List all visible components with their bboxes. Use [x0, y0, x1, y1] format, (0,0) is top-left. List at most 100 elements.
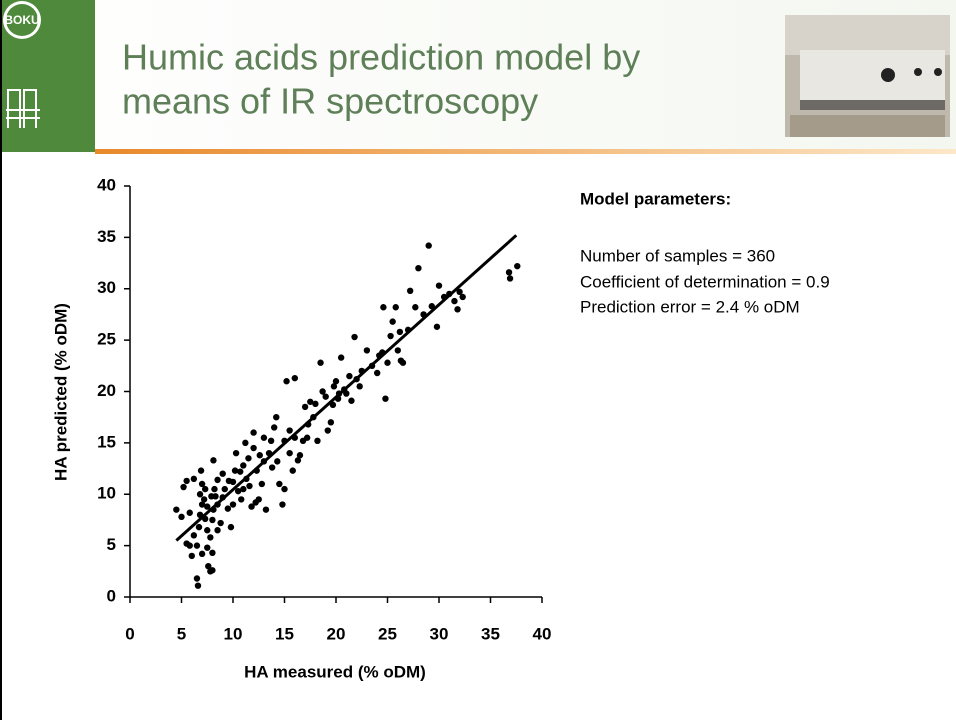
point — [395, 347, 401, 353]
point — [356, 383, 362, 389]
point — [310, 414, 316, 420]
point — [217, 520, 223, 526]
point — [214, 477, 220, 483]
point — [314, 438, 320, 444]
point — [202, 516, 208, 522]
point — [268, 438, 274, 444]
point — [199, 551, 205, 557]
point — [246, 483, 252, 489]
point — [195, 582, 201, 588]
y-tick-label: 35 — [97, 227, 116, 246]
point — [323, 393, 329, 399]
point — [180, 484, 186, 490]
point — [412, 304, 418, 310]
point — [269, 464, 275, 470]
y-tick-label: 5 — [107, 535, 116, 554]
point — [387, 333, 393, 339]
x-tick-label: 35 — [481, 624, 500, 643]
point — [243, 476, 249, 482]
y-tick-label: 20 — [97, 381, 116, 400]
point — [214, 501, 220, 507]
point — [393, 304, 399, 310]
point — [250, 429, 256, 435]
point — [194, 575, 200, 581]
point — [194, 542, 200, 548]
point — [434, 324, 440, 330]
point — [250, 445, 256, 451]
point — [330, 402, 336, 408]
y-tick-label: 0 — [107, 586, 116, 605]
point — [304, 435, 310, 441]
point — [198, 467, 204, 473]
point — [382, 395, 388, 401]
x-tick-label: 5 — [177, 624, 186, 643]
point — [226, 478, 232, 484]
point — [346, 373, 352, 379]
x-tick-label: 15 — [275, 624, 294, 643]
params-line: Number of samples = 360 — [580, 246, 775, 265]
point — [317, 360, 323, 366]
point — [237, 468, 243, 474]
photo — [785, 15, 950, 137]
point — [281, 486, 287, 492]
point — [197, 491, 203, 497]
point — [343, 390, 349, 396]
point — [220, 471, 226, 477]
y-tick-label: 40 — [97, 175, 116, 194]
y-tick-label: 10 — [97, 484, 116, 503]
point — [276, 481, 282, 487]
point — [225, 505, 231, 511]
point — [238, 496, 244, 502]
point — [426, 242, 432, 248]
point — [420, 311, 426, 317]
point — [263, 506, 269, 512]
point — [273, 414, 279, 420]
point — [514, 263, 520, 269]
point — [196, 524, 202, 530]
point — [380, 304, 386, 310]
x-tick-label: 25 — [378, 624, 397, 643]
point — [446, 291, 452, 297]
point — [279, 501, 285, 507]
point — [233, 450, 239, 456]
point — [183, 478, 189, 484]
point — [333, 378, 339, 384]
x-tick-label: 20 — [327, 624, 346, 643]
point — [384, 360, 390, 366]
y-axis-label: HA predicted (% oDM) — [51, 303, 70, 481]
point — [253, 467, 259, 473]
point — [389, 318, 395, 324]
point — [191, 476, 197, 482]
point — [220, 494, 226, 500]
x-axis-label: HA measured (% oDM) — [244, 662, 426, 681]
point — [189, 553, 195, 559]
point — [204, 503, 210, 509]
point — [364, 347, 370, 353]
point — [351, 334, 357, 340]
point — [266, 450, 272, 456]
title-line: means of IR spectroscopy — [122, 81, 538, 122]
params-heading: Model parameters: — [580, 189, 731, 208]
point — [286, 427, 292, 433]
point — [204, 544, 210, 550]
params-line: Prediction error = 2.4 % oDM — [580, 297, 800, 316]
point — [454, 306, 460, 312]
x-tick-label: 0 — [125, 624, 134, 643]
point — [242, 440, 248, 446]
point — [312, 401, 318, 407]
point — [292, 375, 298, 381]
point — [348, 398, 354, 404]
y-tick-label: 30 — [97, 278, 116, 297]
point — [252, 499, 258, 505]
point — [353, 376, 359, 382]
point — [297, 452, 303, 458]
y-tick-label: 25 — [97, 330, 116, 349]
point — [286, 450, 292, 456]
point — [228, 524, 234, 530]
point — [359, 368, 365, 374]
point — [405, 327, 411, 333]
point — [305, 421, 311, 427]
point — [290, 467, 296, 473]
point — [459, 294, 465, 300]
point — [261, 435, 267, 441]
